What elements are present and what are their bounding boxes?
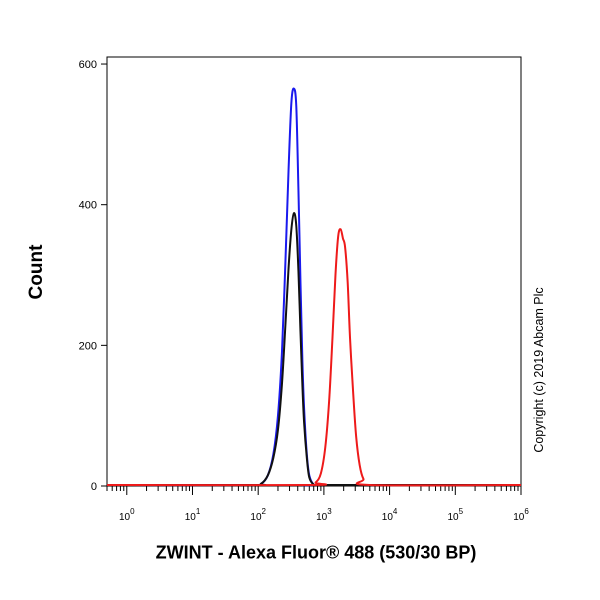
x-tick-label: 106 xyxy=(513,507,529,523)
x-tick-label: 103 xyxy=(316,507,332,523)
y-tick-label: 200 xyxy=(79,340,97,352)
series-black-curve xyxy=(106,212,522,487)
y-tick-label: 0 xyxy=(91,481,97,493)
y-axis-title: Count xyxy=(26,244,47,300)
y-axis: 0 200 400 600 xyxy=(79,59,107,493)
copyright-notice: Copyright (c) 2019 Abcam Plc xyxy=(532,287,546,453)
x-tick-label: 102 xyxy=(250,507,266,523)
x-axis-title: ZWINT - Alexa Fluor® 488 (530/30 BP) xyxy=(155,542,477,563)
series-red-curve xyxy=(106,228,522,487)
x-tick-label: 104 xyxy=(382,507,398,523)
x-tick-label: 100 xyxy=(119,507,135,523)
plot-frame xyxy=(106,56,522,487)
series-layer xyxy=(106,87,522,487)
x-tick-label: 105 xyxy=(448,507,464,523)
x-tick-label: 101 xyxy=(185,507,201,523)
y-tick-label: 400 xyxy=(79,200,97,212)
y-tick-label: 600 xyxy=(79,59,97,71)
series-blue-curve xyxy=(106,87,522,487)
x-axis: 100 101 102 103 104 105 106 xyxy=(106,486,529,523)
